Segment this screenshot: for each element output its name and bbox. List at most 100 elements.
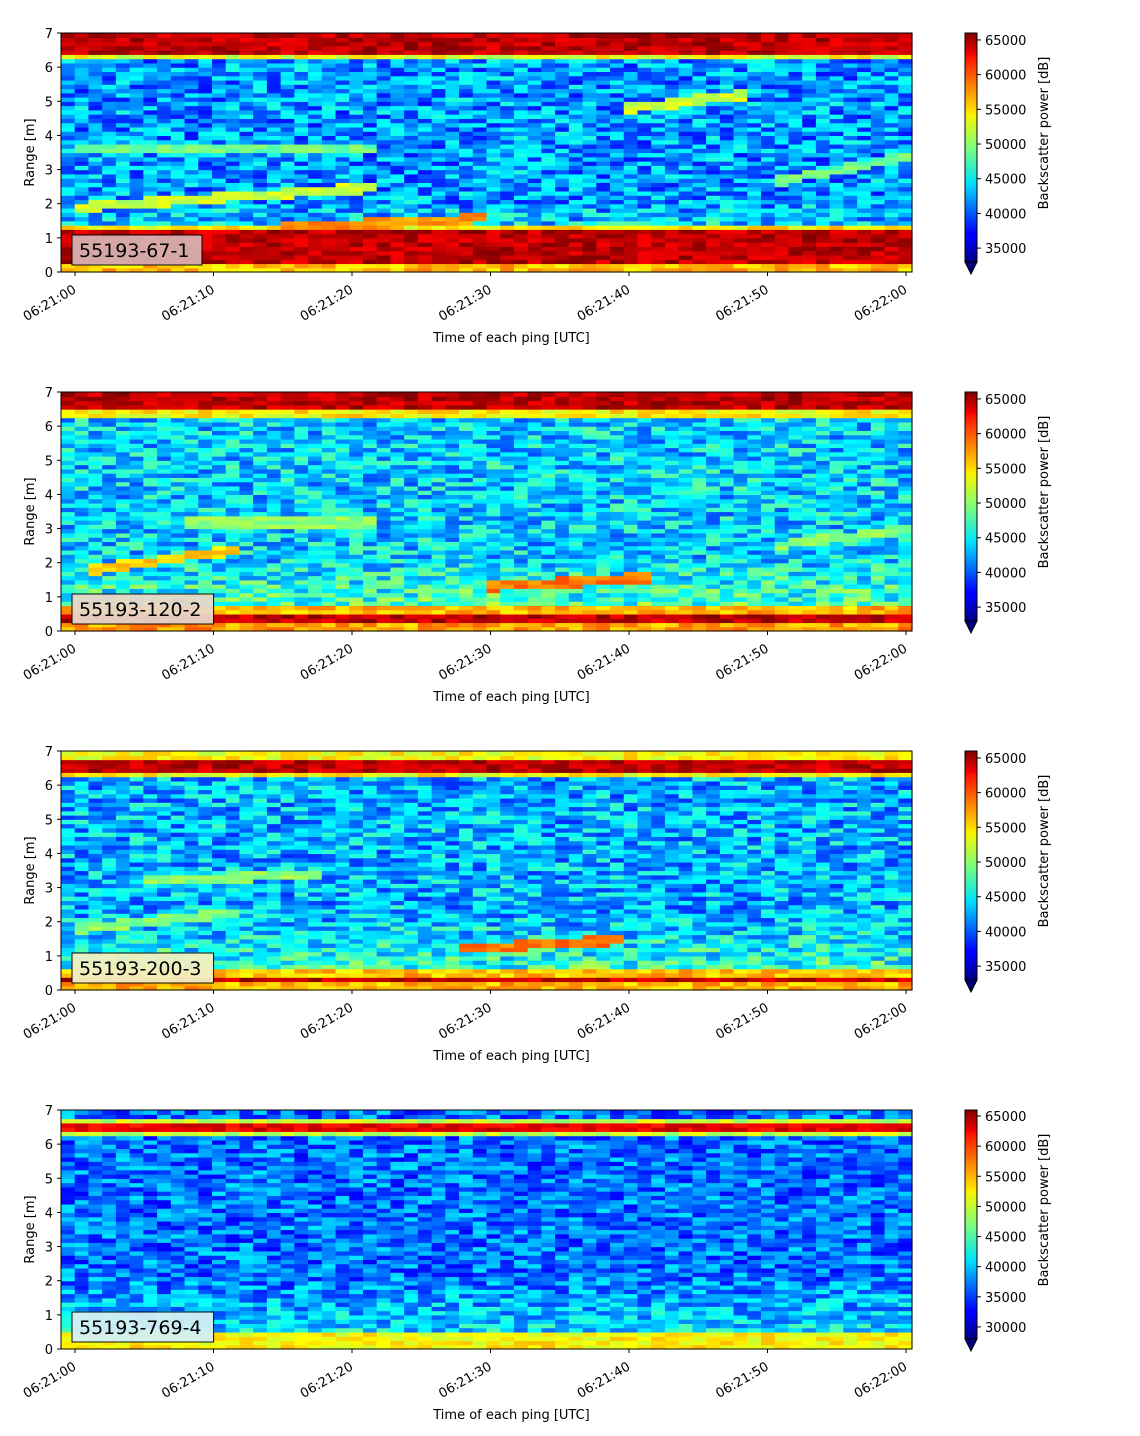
heatmap-cell <box>459 237 474 243</box>
heatmap-cell <box>321 118 337 124</box>
heatmap-cell <box>623 195 639 201</box>
heatmap-cell <box>362 524 378 530</box>
heatmap-cell <box>349 237 364 243</box>
heatmap-cell <box>870 54 886 60</box>
heatmap-cell <box>88 139 103 145</box>
heatmap-cell <box>376 114 392 119</box>
heatmap-cell <box>211 263 227 269</box>
heatmap-cell <box>898 131 913 137</box>
heatmap-cell <box>157 477 172 483</box>
heatmap-cell <box>115 92 131 98</box>
heatmap-cell <box>870 229 886 235</box>
heatmap-cell <box>596 88 611 94</box>
heatmap-cell <box>225 62 241 68</box>
heatmap-cell <box>623 62 639 68</box>
heatmap-cell <box>349 507 364 513</box>
heatmap-cell <box>198 622 213 628</box>
heatmap-cell <box>225 169 241 175</box>
heatmap-cell <box>898 45 913 51</box>
heatmap-cell <box>664 161 680 166</box>
heatmap-cell <box>651 195 666 201</box>
heatmap-cell <box>266 186 282 192</box>
heatmap-cell <box>170 173 186 179</box>
heatmap-cell <box>170 118 186 124</box>
heatmap-cell <box>541 101 556 107</box>
heatmap-cell <box>870 263 886 269</box>
heatmap-cell <box>843 250 858 256</box>
heatmap-cell <box>321 178 337 183</box>
heatmap-cell <box>788 212 803 218</box>
heatmap-cell <box>843 263 858 269</box>
heatmap-cell <box>664 75 680 81</box>
heatmap-cell <box>239 451 254 457</box>
heatmap-cell <box>802 169 817 175</box>
heatmap-cell <box>157 263 172 269</box>
heatmap-cell <box>404 396 419 402</box>
heatmap-cell <box>225 50 241 55</box>
heatmap-cell <box>115 152 131 158</box>
heatmap-cell <box>74 404 90 410</box>
heatmap-cell <box>582 237 597 243</box>
heatmap-cell <box>500 131 515 137</box>
heatmap-cell <box>417 45 433 51</box>
heatmap-cell <box>198 41 213 47</box>
heatmap-cell <box>239 584 254 589</box>
heatmap-cell <box>61 392 76 397</box>
heatmap-cell <box>157 490 172 496</box>
heatmap-cell <box>870 254 886 260</box>
heatmap-cell <box>664 195 680 201</box>
heatmap-cell <box>376 118 392 124</box>
heatmap-cell <box>431 207 446 213</box>
heatmap-cell <box>802 186 817 192</box>
heatmap-cell <box>143 575 158 581</box>
heatmap-cell <box>225 267 241 273</box>
heatmap-cell <box>129 545 144 551</box>
heatmap-cell <box>253 613 268 619</box>
heatmap-cell <box>294 592 309 598</box>
heatmap-cell <box>610 229 625 235</box>
heatmap-cell <box>362 502 378 508</box>
heatmap-cell <box>459 195 474 201</box>
heatmap-cell <box>568 135 584 141</box>
heatmap-cell <box>143 520 158 525</box>
heatmap-cell <box>390 250 405 256</box>
heatmap-cell <box>115 528 131 534</box>
heatmap-cell <box>472 75 488 81</box>
heatmap-cell <box>582 242 597 247</box>
heatmap-cell <box>115 118 131 124</box>
heatmap-cell <box>280 434 295 440</box>
heatmap-cell <box>308 622 323 628</box>
heatmap-cell <box>61 447 76 453</box>
heatmap-cell <box>115 426 131 432</box>
heatmap-cell <box>157 541 172 547</box>
heatmap-cell <box>568 237 584 243</box>
heatmap-cell <box>555 135 570 141</box>
heatmap-cell <box>280 237 295 243</box>
heatmap-cell <box>459 156 474 162</box>
heatmap-cell <box>157 135 172 141</box>
heatmap-cell <box>733 105 748 111</box>
heatmap-cell <box>225 220 241 226</box>
heatmap-cell <box>513 126 529 132</box>
heatmap-cell <box>582 143 597 149</box>
heatmap-cell <box>349 396 364 402</box>
heatmap-cell <box>115 558 131 564</box>
heatmap-cell <box>253 494 268 500</box>
heatmap-cell <box>582 92 597 98</box>
heatmap-cell <box>170 50 186 55</box>
heatmap-cell <box>129 554 144 560</box>
heatmap-cell <box>170 37 186 43</box>
heatmap-cell <box>266 434 282 440</box>
heatmap-cell <box>637 58 652 64</box>
heatmap-cell <box>102 169 117 175</box>
heatmap-cell <box>239 233 254 239</box>
heatmap-cell <box>898 161 913 166</box>
heatmap-cell <box>129 101 144 107</box>
heatmap-cell <box>61 537 76 542</box>
heatmap-cell <box>88 50 103 55</box>
heatmap-cell <box>198 45 213 51</box>
heatmap-cell <box>637 220 652 226</box>
heatmap-cell <box>335 105 350 111</box>
heatmap-cell <box>596 152 611 158</box>
heatmap-cell <box>404 554 419 560</box>
